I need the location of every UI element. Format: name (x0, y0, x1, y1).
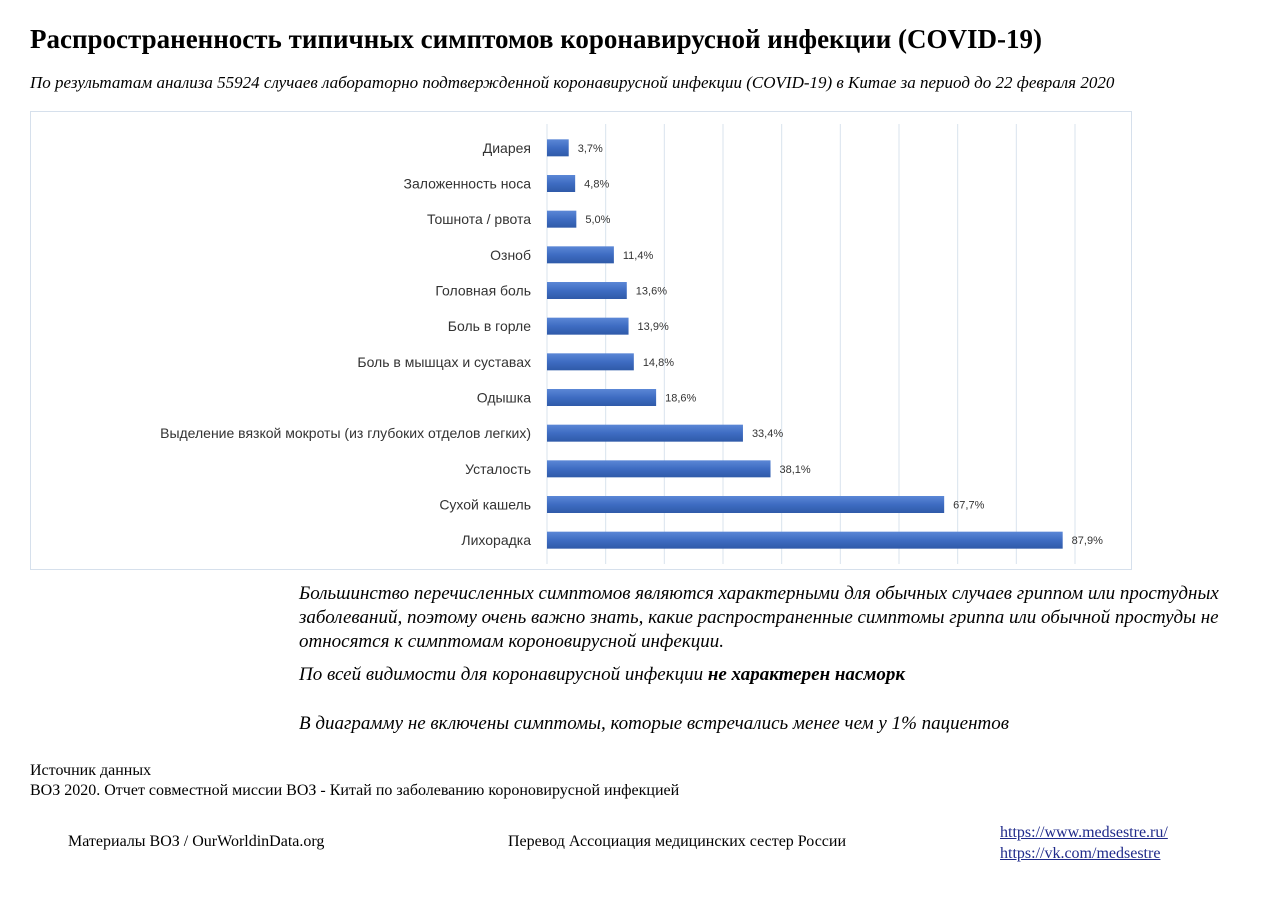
vk-page-link[interactable]: https://vk.com/medsestre (1000, 845, 1161, 862)
value-label: 14,8% (643, 357, 674, 369)
category-label: Лихорадка (461, 532, 531, 548)
value-label: 67,7% (953, 500, 984, 512)
category-label: Выделение вязкой мокроты (из глубоких от… (160, 425, 531, 441)
bar (547, 246, 614, 264)
category-label: Диарея (483, 140, 531, 156)
bar (547, 460, 771, 478)
value-label: 87,9% (1072, 535, 1103, 547)
bar (547, 496, 945, 513)
category-label: Сухой кашель (439, 497, 531, 513)
value-label: 18,6% (665, 393, 696, 405)
category-label: Усталость (465, 461, 531, 477)
value-label: 4,8% (584, 179, 609, 191)
value-label: 13,6% (636, 286, 667, 298)
category-label: Одышка (477, 390, 531, 406)
category-label: Головная боль (435, 283, 531, 299)
value-label: 38,1% (780, 464, 811, 476)
page-title: Распространенность типичных симптомов ко… (30, 24, 1043, 54)
value-label: 5,0% (585, 214, 610, 226)
category-label: Боль в мышцах и суставах (357, 354, 531, 370)
category-label: Тошнота / рвота (427, 211, 531, 227)
bar (547, 175, 576, 192)
bar (547, 353, 634, 371)
category-label: Заложенность носа (404, 176, 532, 192)
chart-svg: Диарея 3,7% Заложенность носа 4,8% Тошнота /… (160, 124, 1103, 564)
note-general: Большинство перечисленных симптомов явля… (299, 583, 1219, 652)
notes-block: Большинство перечисленных симптомов явля… (299, 582, 1239, 736)
footer-materials: Материалы ВОЗ / OurWorldinData.org (68, 833, 325, 850)
value-label: 33,4% (752, 428, 783, 440)
footer-links: https://www.medsestre.ru/ https://vk.com… (1000, 822, 1168, 864)
source-text: ВОЗ 2020. Отчет совместной миссии ВОЗ - … (30, 782, 680, 799)
value-label: 3,7% (578, 143, 603, 155)
note-excluded: В диаграмму не включены симптомы, которы… (299, 713, 1009, 734)
note-runny-nose: По всей видимости для коронавирусной инф… (299, 663, 1239, 687)
bar (547, 531, 1063, 549)
page-subtitle: По результатам анализа 55924 случаев лаб… (30, 73, 1115, 92)
note-runny-nose-bold: не характерен насморк (707, 664, 906, 685)
category-label: Озноб (490, 247, 531, 263)
chart-gridlines (546, 124, 1076, 564)
bar (547, 282, 627, 299)
chart-bars (547, 139, 1063, 549)
medsestre-site-link[interactable]: https://www.medsestre.ru/ (1000, 824, 1168, 841)
footer-translation: Перевод Ассоциация медицинских сестер Ро… (508, 833, 847, 850)
bar (547, 389, 657, 406)
value-label: 11,4% (623, 250, 654, 262)
data-source: Источник данных ВОЗ 2020. Отчет совместн… (30, 761, 679, 801)
bar (547, 317, 629, 335)
symptoms-bar-chart: Диарея 3,7% Заложенность носа 4,8% Тошнота /… (30, 111, 1132, 570)
bar (547, 139, 569, 157)
source-heading: Источник данных (30, 762, 152, 779)
bar (547, 424, 743, 442)
value-label: 13,9% (638, 321, 669, 333)
category-label: Боль в горле (448, 318, 531, 334)
chart-labels: Диарея 3,7% Заложенность носа 4,8% Тошнота /… (160, 140, 1103, 548)
bar (547, 210, 577, 228)
note-runny-nose-prefix: По всей видимости для коронавирусной инф… (299, 664, 708, 685)
